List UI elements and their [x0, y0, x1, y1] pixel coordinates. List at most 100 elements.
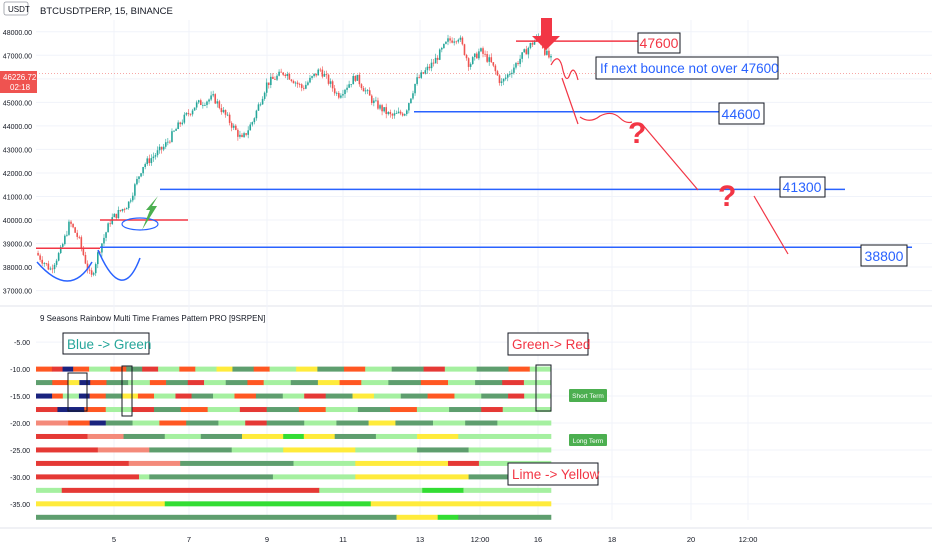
heat-segment — [154, 407, 182, 413]
candle-body — [267, 82, 270, 85]
heat-segment — [175, 393, 192, 399]
candle-body — [68, 221, 70, 235]
candle-body — [344, 89, 346, 95]
projection-arrow-1 — [561, 77, 579, 125]
heat-segment — [468, 447, 552, 453]
candle-body — [523, 49, 526, 53]
heat-segment — [164, 433, 202, 439]
time-tick-label: 12:00 — [471, 535, 490, 544]
heat-segment — [207, 407, 241, 413]
level-47600-text: 47600 — [640, 35, 679, 51]
candle-body — [315, 73, 317, 76]
candle-body — [150, 158, 153, 164]
heat-segment — [508, 393, 525, 399]
candle-body — [222, 109, 225, 113]
candle-body — [245, 133, 247, 135]
candle-body — [136, 178, 138, 185]
heat-segment — [481, 407, 504, 413]
heat-segment — [164, 501, 372, 507]
candle-body — [160, 146, 163, 150]
candle-body — [311, 76, 313, 78]
heat-segment — [352, 393, 375, 399]
heat-segment — [179, 366, 196, 372]
candle-body — [152, 156, 155, 159]
projection-wave-2 — [579, 112, 633, 124]
price-tick-label: 37000.00 — [3, 289, 32, 296]
candle-body — [210, 95, 212, 100]
candle-body — [457, 39, 460, 42]
level-38800-label: 38800 — [860, 244, 908, 267]
candle-body — [164, 142, 167, 147]
candle-body — [230, 122, 233, 128]
candle-body — [220, 108, 223, 113]
candle-body — [449, 38, 451, 41]
heat-segment — [62, 366, 74, 372]
heat-segment — [79, 380, 91, 386]
candle-body — [533, 40, 536, 45]
candle-body — [422, 72, 425, 74]
currency-badge[interactable]: USDT — [3, 1, 30, 16]
candle-body — [436, 57, 439, 60]
heat-segment — [149, 447, 232, 453]
head-curve — [97, 249, 141, 281]
countdown-badge: 02:18 — [10, 83, 31, 92]
candle-body — [317, 69, 320, 76]
candle-body — [527, 47, 530, 55]
price-tick-label: 47000.00 — [3, 53, 32, 60]
heat-segment — [105, 393, 123, 399]
candle-body — [173, 130, 175, 132]
candle-body — [529, 43, 532, 48]
candle-body — [200, 100, 202, 106]
heat-segment — [62, 393, 80, 399]
left-shoulder-curve — [36, 261, 93, 282]
heat-segment — [139, 474, 150, 480]
candle-body — [208, 99, 210, 102]
time-tick-label: 9 — [265, 535, 269, 544]
candle-body — [144, 164, 146, 167]
candle-body — [257, 104, 260, 111]
candle-body — [373, 100, 375, 104]
candle-body — [467, 58, 470, 67]
candle-body — [480, 48, 482, 52]
candle-body — [321, 69, 324, 77]
candle-body — [298, 84, 301, 85]
heat-segment — [400, 393, 428, 399]
heat-segment — [231, 447, 284, 453]
candle-body — [488, 57, 490, 62]
candle-body — [478, 51, 480, 59]
heat-segment — [128, 380, 151, 386]
candle-body — [471, 57, 474, 65]
candle-body — [418, 77, 420, 79]
bounce-note-text: If next bounce not over 47600 — [600, 61, 779, 76]
candle-body — [473, 53, 476, 58]
heat-segment — [355, 460, 449, 466]
green-red-text: Green-> Red — [512, 337, 590, 352]
candle-body — [307, 82, 309, 85]
candle-body — [494, 65, 497, 72]
candle-body — [403, 114, 406, 116]
heat-segment — [481, 393, 509, 399]
candle-body — [247, 130, 249, 135]
candle-body — [253, 118, 256, 123]
candle-body — [94, 264, 97, 274]
heat-segment — [68, 420, 90, 426]
heat-segment — [128, 460, 181, 466]
candle-body — [294, 82, 297, 84]
heat-segment — [166, 380, 189, 386]
heat-segment — [529, 366, 552, 372]
heat-segment — [253, 366, 270, 372]
candle-body — [232, 125, 235, 128]
candle-body — [428, 66, 431, 69]
candle-body — [270, 76, 272, 85]
price-tick-label: 41000.00 — [3, 194, 32, 201]
candle-body — [354, 75, 357, 81]
heat-segment — [105, 420, 133, 426]
candle-body — [218, 101, 221, 109]
heat-segment — [36, 474, 140, 480]
heat-segment — [427, 393, 455, 399]
candle-body — [191, 110, 194, 115]
candle-body — [350, 84, 352, 86]
candle-body — [183, 114, 186, 123]
candle-body — [64, 235, 66, 245]
heat-segment — [388, 380, 422, 386]
